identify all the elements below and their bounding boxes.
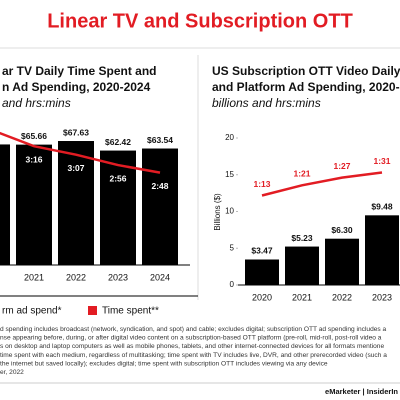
panel-title: and Platform Ad Spending, 2020-2: [212, 80, 400, 94]
bar-label: $62.42: [105, 137, 131, 147]
footnote: nse appearing before, during, or after d…: [0, 335, 382, 342]
time-line: [0, 131, 161, 174]
legend-label: rm ad spend*: [2, 306, 62, 317]
x-tick-label: 2024: [150, 272, 170, 282]
panel-title: n Ad Spending, 2020-2024: [2, 80, 151, 94]
bar: [16, 144, 52, 265]
footnote: er, 2022: [0, 369, 24, 376]
bar-label: $5.23: [291, 233, 313, 243]
y-axis-label: Billions ($): [213, 193, 222, 231]
time-label: 3:16: [25, 154, 42, 164]
y-tick-label: 20: [225, 133, 234, 142]
bar: [285, 246, 319, 285]
x-tick-label: 2020: [252, 292, 272, 302]
bar-label: $67.63: [63, 127, 89, 137]
time-label: 1:13: [253, 179, 270, 189]
bar: [325, 238, 359, 285]
x-tick-label: 2021: [292, 292, 312, 302]
y-tick-label: 15: [225, 170, 234, 179]
panel-subtitle: billions and hrs:mins: [212, 96, 321, 110]
time-label: 2:56: [109, 173, 126, 183]
time-label: 2:48: [151, 181, 168, 191]
x-tick-label: 2022: [332, 292, 352, 302]
time-label: 3:07: [67, 163, 84, 173]
bar: [245, 259, 279, 285]
y-tick-label: 5: [230, 243, 235, 252]
footnote: d spending includes broadcast (network, …: [0, 326, 387, 333]
footnote: s on desktop and laptop computers as wel…: [0, 343, 384, 350]
time-label: 1:27: [333, 161, 350, 171]
page-title: Linear TV and Subscription OTT: [47, 10, 353, 32]
legend-swatch: [88, 306, 97, 315]
bar: [58, 141, 94, 265]
y-tick-label: 10: [225, 207, 234, 216]
y-tick-label: 0: [230, 280, 235, 289]
bar: [365, 215, 399, 285]
x-tick-label: 2021: [24, 272, 44, 282]
panel-title: ar TV Daily Time Spent and: [2, 64, 157, 78]
bar: [0, 144, 10, 265]
bar: [100, 150, 136, 265]
footnote: time spent with each medium, regardless …: [0, 352, 387, 359]
time-label: 1:21: [293, 169, 310, 179]
bar-label: $65.66: [21, 131, 47, 141]
x-tick-label: 2023: [372, 292, 392, 302]
x-tick-label: 2022: [66, 272, 86, 282]
bar-label: $63.54: [147, 135, 173, 145]
time-line: [261, 171, 383, 197]
source: eMarketer | InsiderIn: [325, 387, 398, 396]
panel-title: US Subscription OTT Video Daily Ti: [212, 64, 400, 78]
bar: [142, 148, 178, 265]
x-tick-label: 2023: [108, 272, 128, 282]
time-label: 1:31: [373, 156, 390, 166]
bar-label: $6.30: [331, 225, 353, 235]
footnote: the internet but saved locally); exclude…: [0, 360, 328, 367]
bar-label: $9.48: [371, 202, 393, 212]
panel-subtitle: and hrs:mins: [2, 96, 71, 110]
bar-label: $3.47: [251, 246, 273, 256]
legend-label: Time spent**: [102, 306, 159, 317]
